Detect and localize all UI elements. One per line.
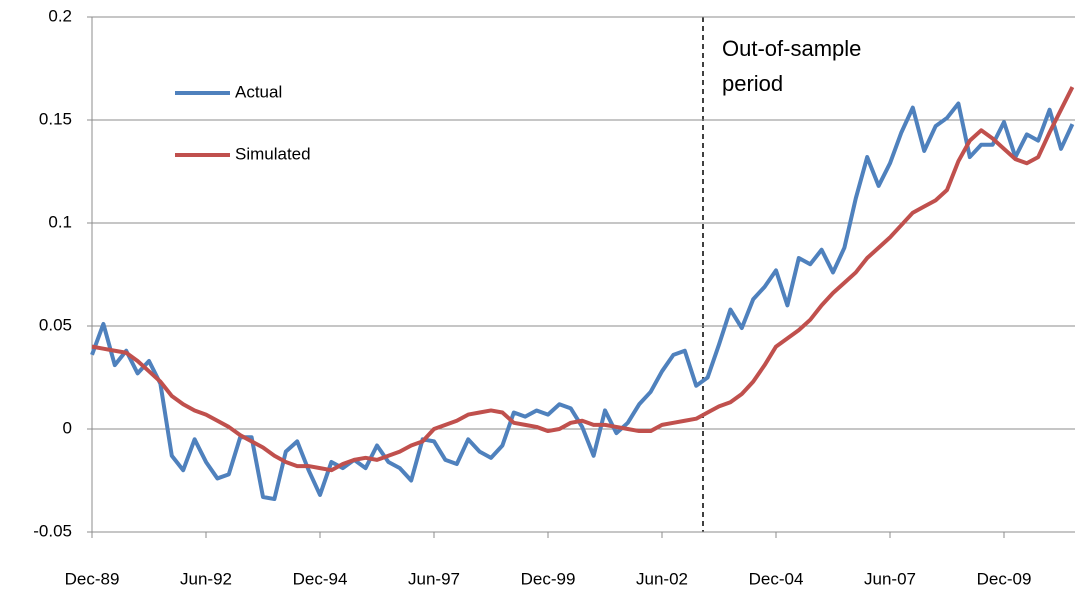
y-tick-label: 0.2 — [48, 6, 72, 25]
series-line — [91, 86, 1075, 473]
y-tick-label: 0.15 — [39, 109, 72, 128]
x-tick-label: Dec-89 — [65, 569, 120, 588]
annotation: Out-of-sample — [722, 36, 861, 61]
legend-label: Actual — [235, 82, 282, 101]
x-tick-label: Dec-99 — [521, 569, 576, 588]
x-tick-label: Jun-07 — [864, 569, 916, 588]
y-tick-label: -0.05 — [33, 521, 72, 540]
x-tick-label: Dec-94 — [293, 569, 348, 588]
y-tick-label: 0 — [63, 418, 72, 437]
y-tick-label: 0.1 — [48, 212, 72, 231]
x-tick-label: Dec-04 — [749, 569, 804, 588]
annotation: period — [722, 71, 783, 96]
x-tick-label: Jun-97 — [408, 569, 460, 588]
series-line — [90, 101, 1075, 502]
y-tick-label: 0.05 — [39, 315, 72, 334]
x-tick-label: Jun-02 — [636, 569, 688, 588]
x-tick-label: Dec-09 — [977, 569, 1032, 588]
legend-label: Simulated — [235, 144, 311, 163]
x-tick-label: Jun-92 — [180, 569, 232, 588]
